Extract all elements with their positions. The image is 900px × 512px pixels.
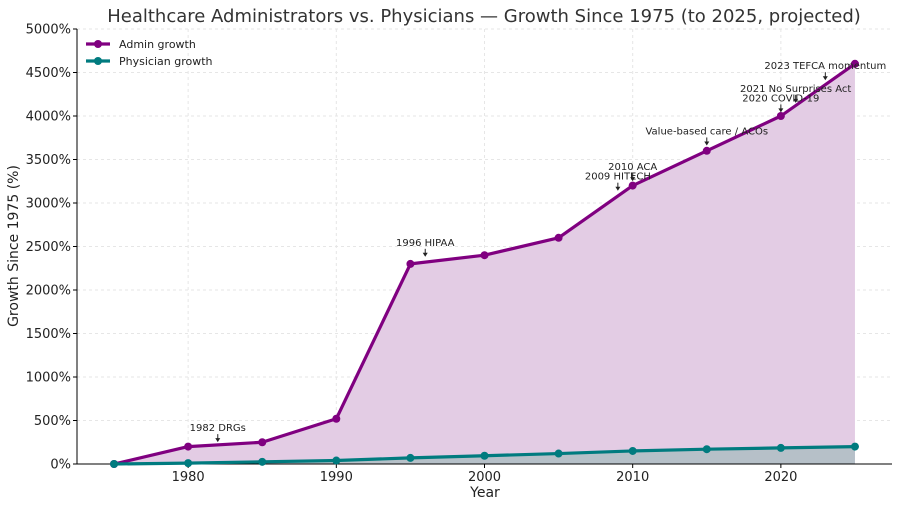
x-tick-label: 1980 <box>172 470 205 485</box>
annotation-arrowhead <box>630 177 636 182</box>
annotation-label: 1982 DRGs <box>190 423 246 434</box>
area-fill-0 <box>114 63 855 465</box>
data-point <box>184 459 193 468</box>
y-tick-label: 2500% <box>26 240 71 255</box>
x-tick-label: 1990 <box>320 470 353 485</box>
data-point <box>628 181 637 190</box>
annotation-label: 2009 HITECH <box>585 172 651 183</box>
y-tick-label: 4000% <box>26 110 71 125</box>
data-point <box>628 446 637 455</box>
y-tick-label: 1500% <box>26 327 71 342</box>
data-point <box>702 146 711 155</box>
series-layer <box>110 59 859 468</box>
x-tick-label: 2000 <box>468 470 501 485</box>
annotation-arrowhead <box>615 186 621 191</box>
data-point <box>850 59 859 68</box>
annotation-label: 2023 TEFCA momentum <box>764 61 886 72</box>
axis-layer: 1980 1990 2000 2010 2020 0% 500% 1000% 1500% 2000… <box>26 23 892 485</box>
data-point <box>332 414 341 423</box>
y-tick-label: 3000% <box>26 197 71 212</box>
legend: Admin growth Physician growth <box>86 38 213 68</box>
data-point <box>332 456 341 465</box>
annotation-arrowhead <box>704 141 710 146</box>
y-tick-label: 1000% <box>26 371 71 386</box>
annotation-arrowhead <box>778 108 784 113</box>
data-point <box>184 442 193 451</box>
annotation-label: 1996 HIPAA <box>396 238 455 249</box>
legend-swatch-marker <box>94 57 102 65</box>
x-tick-label: 2020 <box>764 470 797 485</box>
y-tick-label: 2000% <box>26 284 71 299</box>
annotation-label: 2021 No Surprises Act <box>740 84 851 95</box>
data-point <box>702 445 711 454</box>
annotation-label: Value-based care / ACOs <box>645 126 768 137</box>
y-tick-label: 5000% <box>26 23 71 38</box>
data-point <box>258 457 267 466</box>
annotation-label: 2010 ACA <box>608 162 657 173</box>
data-point <box>480 251 489 260</box>
legend-swatch-marker <box>94 40 102 48</box>
legend-label: Admin growth <box>119 38 196 51</box>
data-point <box>258 438 267 447</box>
annotation-arrowhead <box>422 252 428 257</box>
legend-label: Physician growth <box>119 55 213 68</box>
data-point <box>406 453 415 462</box>
y-tick-label: 500% <box>34 414 71 429</box>
annotation-label: 2020 COVID-19 <box>742 93 819 104</box>
data-point <box>406 259 415 268</box>
data-point <box>554 233 563 242</box>
y-axis-label: Growth Since 1975 (%) <box>6 165 22 327</box>
annotation-arrowhead <box>793 98 799 103</box>
x-tick-label: 2010 <box>616 470 649 485</box>
data-point <box>554 449 563 458</box>
annotation-arrowhead <box>215 438 221 443</box>
y-tick-label: 0% <box>50 458 71 473</box>
x-axis-label: Year <box>469 485 500 501</box>
y-tick-label: 3500% <box>26 153 71 168</box>
data-point <box>776 112 785 120</box>
y-tick-label: 4500% <box>26 66 71 81</box>
chart-title: Healthcare Administrators vs. Physicians… <box>107 6 861 27</box>
data-point <box>776 443 785 452</box>
data-point <box>850 442 859 451</box>
data-point <box>480 451 489 460</box>
annotation-arrowhead <box>822 76 828 81</box>
area-layer <box>114 63 855 465</box>
data-point <box>110 460 119 468</box>
